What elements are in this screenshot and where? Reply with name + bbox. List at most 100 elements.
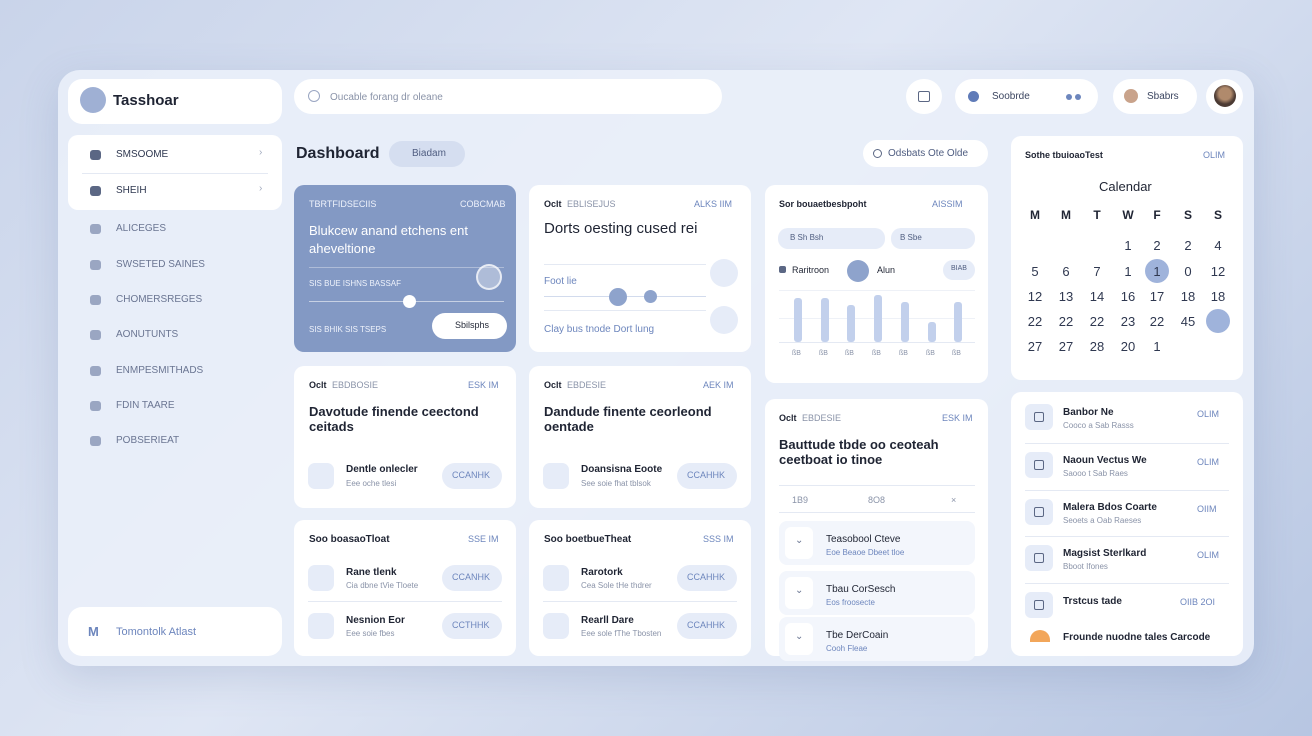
legend-dot [847,260,869,282]
task-chevron: ⌄ [795,585,804,596]
event-icon [1025,592,1053,618]
nav-chevron: › [259,183,263,194]
weekday: W [1122,208,1134,222]
nav-icon[interactable] [90,401,101,411]
item-sub: Cea Sole tHe thdrer [581,581,652,590]
day-highlight [1206,309,1230,333]
card-sub: EBDESIE [802,413,842,423]
day: 14 [1089,289,1105,304]
filter-pill[interactable] [863,140,988,167]
bar-label: ßB [819,350,828,357]
nav-chevron: › [259,147,263,158]
bar-label: ßB [952,350,961,357]
card-sub: EBDESIE [567,380,607,390]
day: 22 [1089,314,1105,329]
card-line: Foot lie [544,276,577,287]
card-meta: ALKS IIM [694,199,733,209]
item-icon [308,565,334,591]
divider [1025,536,1229,537]
divider [82,173,268,174]
item-button[interactable] [442,613,502,639]
item-button[interactable] [442,463,502,489]
card-meta: ESK IM [468,380,499,390]
weekday: S [1183,208,1192,222]
chip[interactable] [778,228,885,249]
day: 2 [1153,238,1161,253]
column-label: 1B9 [792,495,809,505]
task-title: Teasobool Cteve [826,534,901,545]
nav-active [68,135,282,210]
event-glyph [1034,600,1044,610]
item-button[interactable] [677,613,737,639]
user-name: Sbabrs [1147,91,1179,102]
search-placeholder: Oucable forang dr oleane [330,92,443,103]
event-icon [1025,545,1053,571]
nav-icon[interactable] [90,436,101,446]
weekday: F [1153,208,1161,222]
nav-icon[interactable] [90,366,101,376]
nav-icon[interactable] [90,224,101,234]
card-line: Clay bus tnode Dort lung [544,324,655,335]
card-label: Oclt [779,413,797,423]
task-title: Tbe DerCoain [826,630,889,641]
item-icon [543,463,569,489]
day: 1 [1153,339,1161,354]
calendar-title: Calendar [1099,179,1152,194]
brand-logo [80,87,106,113]
card-meta: ESK IM [942,413,973,423]
event-title: Magsist Sterlkard [1063,548,1147,559]
task-chevron: ⌄ [795,631,804,642]
item-icon [543,565,569,591]
day: 27 [1058,339,1074,354]
nav-item: SHEIH [116,185,147,196]
filter-icon [873,149,882,158]
user-mini-avatar [1124,89,1138,103]
item-button[interactable] [677,463,737,489]
item-icon [308,613,334,639]
column-label: × [951,495,957,505]
chip[interactable] [943,260,975,280]
chip-text: B Sbe [900,233,922,242]
day: 22 [1027,314,1043,329]
nav-icon[interactable] [90,330,101,340]
item-button[interactable] [442,565,502,591]
nav-icon[interactable] [90,295,101,305]
item-title: Dentle onlecler [346,464,418,475]
card-title: Bauttude tbde oo ceoteah ceetboat io tin… [779,437,939,467]
card-title: Dorts oesting cused rei [544,220,698,237]
bar [928,322,936,342]
card-label: Oclt [309,380,327,390]
item-button[interactable] [677,565,737,591]
bar [901,302,909,342]
item-button-text: CCANHK [452,572,491,582]
legend-text: Raritroon [792,265,830,275]
card-title: Dandude finente ceorleond oentade [544,404,712,434]
task-title: Tbau CorSesch [826,584,896,595]
icon-button[interactable] [906,79,942,114]
header-tag[interactable] [389,141,465,167]
nav-icon[interactable] [90,186,101,196]
column-label: 8O8 [868,495,886,505]
day: 22 [1058,314,1074,329]
divider [309,267,504,268]
event-icon [1025,499,1053,525]
day: 18 [1210,289,1226,304]
card-button[interactable] [432,313,507,339]
progress-dot [609,288,627,306]
nav-item: CHOMERSREGES [116,294,203,305]
event-title: Frounde nuodne tales Carcode [1063,632,1211,643]
nav-icon[interactable] [90,260,101,270]
bar-label: ßB [899,350,908,357]
chip-text: B Sh Bsh [790,233,824,242]
day: 20 [1120,339,1136,354]
day: 4 [1214,238,1222,253]
bar-label: ßB [845,350,854,357]
divider [779,342,975,343]
header-tag-text: Biadam [412,148,446,159]
search-box[interactable] [294,79,722,114]
filter-text: Odsbats Ote Olde [888,148,969,159]
chip[interactable] [891,228,975,249]
event-title: Banbor Ne [1063,407,1114,418]
nav-icon[interactable] [90,150,101,160]
card-icon [710,306,738,334]
